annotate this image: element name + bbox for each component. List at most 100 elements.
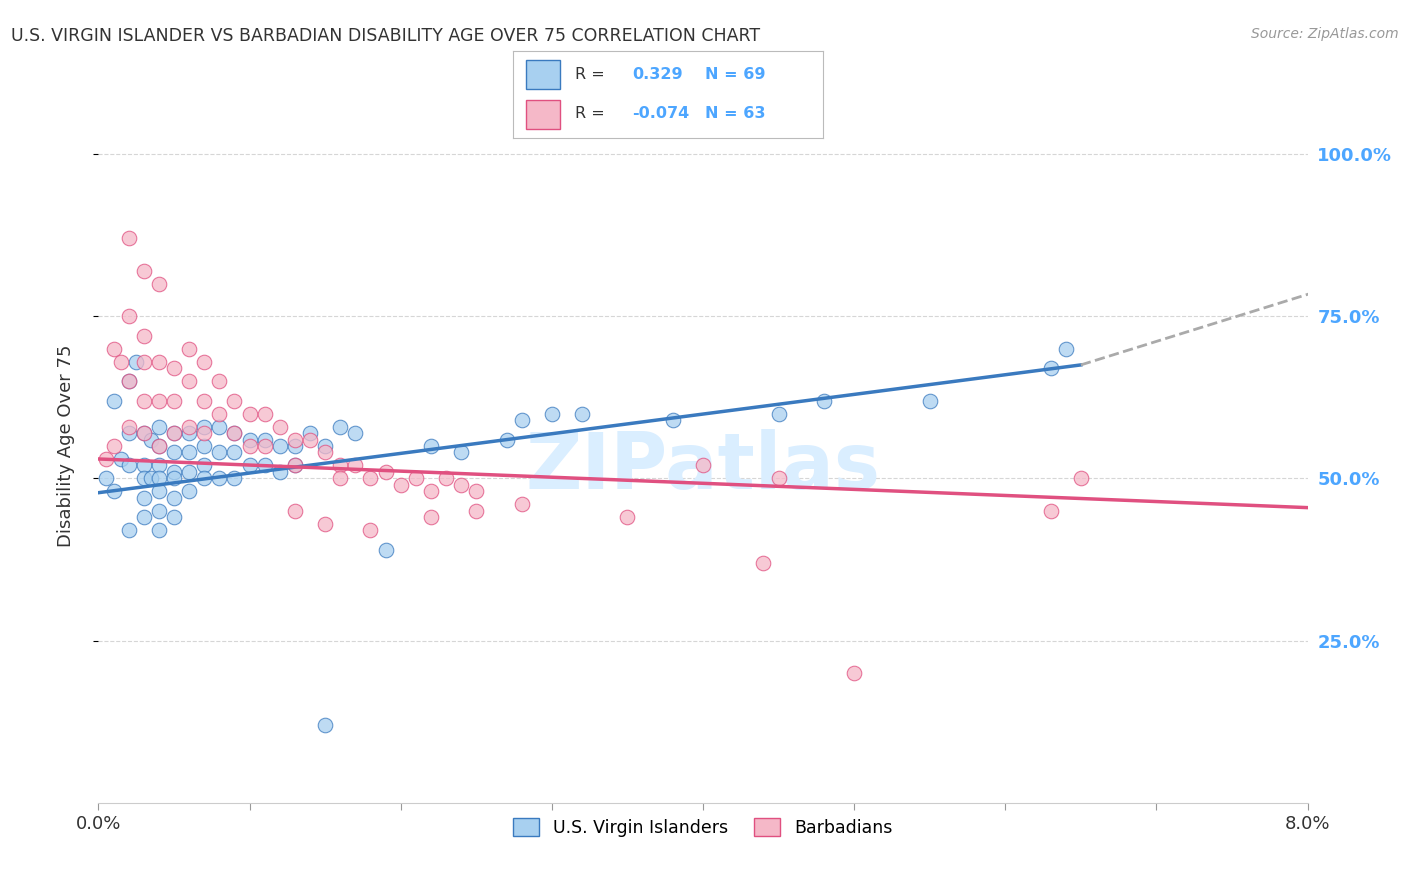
Point: [540, 407, 562, 421]
Point: [94, 471, 117, 485]
Point: [420, 439, 443, 453]
Text: ZIPatlas: ZIPatlas: [526, 429, 880, 506]
Point: [125, 354, 148, 368]
Point: [163, 445, 186, 459]
Point: [329, 419, 352, 434]
Point: [450, 478, 472, 492]
Point: [103, 439, 125, 453]
Point: [163, 425, 186, 440]
Point: [163, 510, 186, 524]
Point: [118, 425, 141, 440]
Point: [132, 328, 155, 343]
Point: [103, 393, 125, 408]
Point: [329, 471, 352, 485]
Point: [148, 439, 170, 453]
Point: [768, 407, 790, 421]
Point: [661, 413, 683, 427]
Point: [148, 504, 170, 518]
Point: [208, 471, 231, 485]
Point: [148, 277, 170, 291]
Point: [329, 458, 352, 473]
Point: [434, 471, 457, 485]
Text: R =: R =: [575, 67, 605, 82]
Point: [148, 458, 170, 473]
Point: [374, 465, 396, 479]
Point: [253, 439, 276, 453]
FancyBboxPatch shape: [526, 61, 560, 89]
Point: [148, 524, 170, 538]
Point: [179, 465, 201, 479]
Point: [132, 354, 155, 368]
Text: -0.074: -0.074: [633, 106, 689, 121]
Point: [239, 439, 262, 453]
Point: [752, 556, 775, 570]
Point: [193, 393, 215, 408]
Point: [103, 484, 125, 499]
Point: [253, 433, 276, 447]
Point: [163, 393, 186, 408]
Point: [239, 458, 262, 473]
Point: [314, 516, 336, 531]
Point: [110, 452, 132, 467]
Point: [616, 510, 638, 524]
Text: R =: R =: [575, 106, 605, 121]
Point: [193, 471, 215, 485]
Point: [208, 374, 231, 388]
Point: [118, 524, 141, 538]
Point: [163, 465, 186, 479]
Point: [420, 510, 443, 524]
Point: [253, 458, 276, 473]
Point: [1039, 361, 1062, 376]
Legend: U.S. Virgin Islanders, Barbadians: U.S. Virgin Islanders, Barbadians: [506, 812, 900, 844]
Text: N = 63: N = 63: [704, 106, 765, 121]
Point: [224, 425, 246, 440]
Point: [224, 425, 246, 440]
Point: [163, 471, 186, 485]
Point: [284, 433, 307, 447]
Point: [510, 413, 533, 427]
Point: [103, 342, 125, 356]
Point: [269, 439, 291, 453]
Point: [110, 354, 132, 368]
Point: [360, 524, 382, 538]
Point: [224, 393, 246, 408]
Point: [208, 419, 231, 434]
Point: [813, 393, 835, 408]
Point: [193, 458, 215, 473]
Point: [239, 407, 262, 421]
Point: [132, 393, 155, 408]
Point: [132, 510, 155, 524]
Point: [571, 407, 593, 421]
Point: [132, 425, 155, 440]
Point: [132, 471, 155, 485]
FancyBboxPatch shape: [526, 100, 560, 128]
Point: [132, 425, 155, 440]
Point: [1039, 504, 1062, 518]
Point: [118, 310, 141, 324]
Point: [148, 354, 170, 368]
Point: [510, 497, 533, 511]
Point: [118, 231, 141, 245]
Point: [148, 419, 170, 434]
Point: [118, 458, 141, 473]
Point: [269, 419, 291, 434]
Point: [314, 445, 336, 459]
Point: [420, 484, 443, 499]
Point: [405, 471, 427, 485]
Point: [495, 433, 517, 447]
Point: [344, 458, 367, 473]
Point: [284, 458, 307, 473]
Point: [163, 425, 186, 440]
Text: Source: ZipAtlas.com: Source: ZipAtlas.com: [1251, 27, 1399, 41]
Point: [179, 425, 201, 440]
Point: [132, 264, 155, 278]
Point: [284, 504, 307, 518]
Point: [224, 471, 246, 485]
Point: [918, 393, 941, 408]
Point: [148, 439, 170, 453]
Point: [344, 425, 367, 440]
Point: [118, 374, 141, 388]
Point: [465, 484, 488, 499]
Point: [148, 393, 170, 408]
Point: [450, 445, 472, 459]
